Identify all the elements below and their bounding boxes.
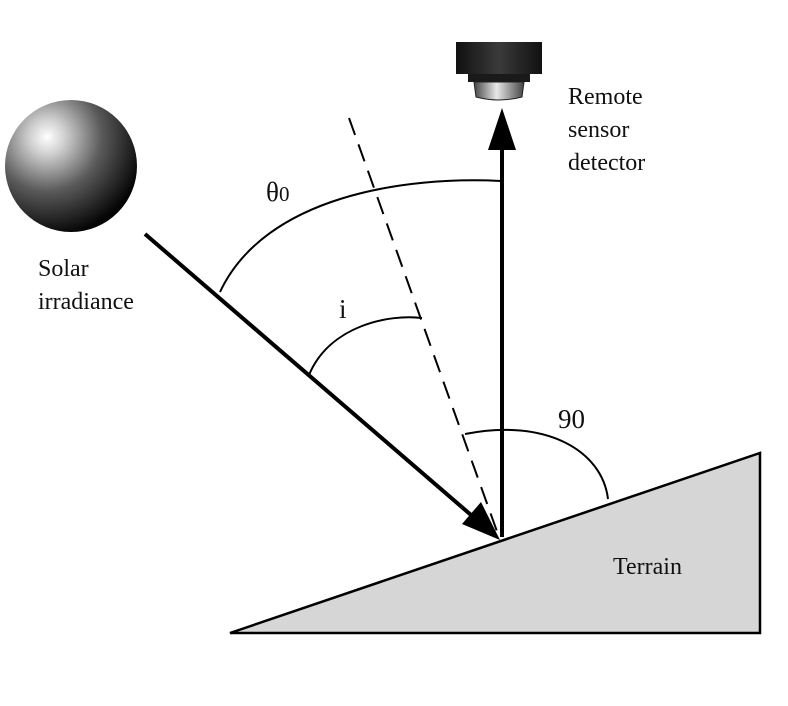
theta-subscript: 0 xyxy=(279,182,290,206)
sensor-label-line2: sensor xyxy=(568,117,629,143)
sensor-label-line1: Remote xyxy=(568,84,643,110)
right-angle-label: 90 xyxy=(558,404,585,434)
sensor-label-line3: detector xyxy=(568,150,645,176)
incidence-angle-label: i xyxy=(339,294,347,324)
terrain-label: Terrain xyxy=(613,554,682,580)
surface-normal-line xyxy=(348,117,500,538)
theta-zero-arc xyxy=(219,179,502,293)
sensor-icon xyxy=(456,42,542,101)
theta-zero-label: θ0 xyxy=(266,177,289,207)
terrain-slope xyxy=(229,451,762,635)
solar-ray xyxy=(143,232,480,523)
right-angle-arc xyxy=(464,428,609,500)
incidence-angle-arc xyxy=(308,316,423,376)
solar-label-line2: irradiance xyxy=(38,289,134,315)
theta-symbol: θ xyxy=(266,177,279,207)
sun-icon xyxy=(5,100,137,232)
solar-ray-arrowhead xyxy=(462,502,500,540)
view-ray-arrowhead xyxy=(488,108,516,150)
solar-label-line1: Solar xyxy=(38,256,89,282)
